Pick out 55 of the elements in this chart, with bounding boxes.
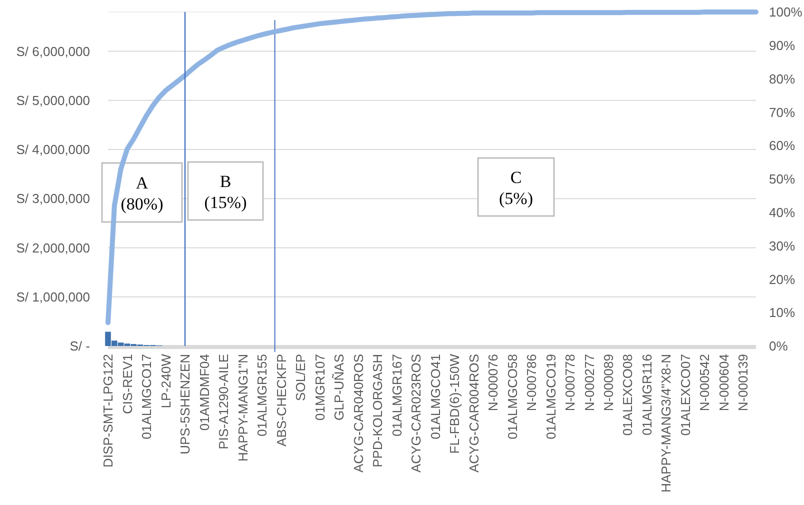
y2-tick-label: 30% <box>769 238 796 254</box>
x-tick-label: ACYG-CAR040ROS <box>350 354 366 472</box>
y-tick-label: S/ 3,000,000 <box>16 191 90 206</box>
y2-tick-label: 100% <box>769 4 803 20</box>
x-tick-label: 01ALEXCO08 <box>620 354 636 436</box>
y2-tick-label: 90% <box>769 38 796 53</box>
annotation: C (5%) <box>499 168 533 208</box>
y2-tick-label: 20% <box>769 272 796 287</box>
y2-tick-label: 60% <box>769 138 796 154</box>
x-tick-label: HAPPY-MANG3/4"X8-N <box>658 354 674 493</box>
x-tick-label: 01AMDMF04 <box>196 354 212 431</box>
annotation: A (80%) <box>120 174 164 214</box>
x-tick-label: ACYG-CAR004ROS <box>466 354 482 472</box>
y-tick-label: S/ 5,000,000 <box>16 92 90 108</box>
y-tick-label: S/ - <box>70 338 90 354</box>
y2-tick-label: 40% <box>769 204 796 220</box>
y2-tick-label: 80% <box>769 71 796 86</box>
y-tick-label: S/ 2,000,000 <box>16 240 90 256</box>
x-tick-label: UPS-5SHENZEN <box>178 354 193 454</box>
x-tick-label: 01ALMGCO41 <box>428 354 443 440</box>
x-tick-label: N-000277 <box>582 354 597 412</box>
x-tick-label: CIS-REV1 <box>120 354 135 414</box>
y2-tick-label: 70% <box>769 104 796 120</box>
x-tick-label: N-000786 <box>524 354 539 412</box>
x-tick-label: N-000778 <box>562 354 578 412</box>
annotation: B (15%) <box>204 172 247 212</box>
x-tick-label: GLP-UÑAS <box>332 354 347 420</box>
x-tick-label: DISP-SMT-LPG122 <box>100 354 116 468</box>
y2-tick-label: 0% <box>769 338 788 354</box>
x-tick-label: N-000604 <box>716 354 732 412</box>
x-tick-label: N-000139 <box>736 354 751 412</box>
x-tick-label: 01ALMGCO19 <box>543 354 558 440</box>
x-tick-label: N-000542 <box>697 354 712 412</box>
y-tick-label: S/ 6,000,000 <box>16 44 90 59</box>
x-tick-label: PPD-KOLORGASH <box>370 354 386 468</box>
x-tick-label: 01ALMGCO58 <box>504 354 520 440</box>
x-tick-label: N-000076 <box>486 354 500 412</box>
x-tick-label: HAPPY-MANG1"N <box>235 354 250 462</box>
x-tick-label: 01ALMGCO17 <box>139 354 154 440</box>
x-tick-label: 01ALMGR155 <box>254 354 270 436</box>
x-tick-label: 01ALEXCO07 <box>678 354 693 436</box>
x-tick-label: PIS-A1290-AILE <box>216 354 232 450</box>
y-tick-label: S/ 4,000,000 <box>16 142 90 158</box>
x-tick-label: 01ALMGR116 <box>639 354 654 436</box>
x-tick-label: 01MGR107 <box>312 354 328 420</box>
x-tick-label: LP-240W <box>158 353 174 408</box>
x-tick-label: FL-FBD(6)-150W <box>447 353 462 454</box>
x-tick-label: ACYG-CAR023ROS <box>408 354 424 472</box>
y-tick-label: S/ 1,000,000 <box>16 289 90 304</box>
x-tick-label: 01ALMGR167 <box>389 354 404 436</box>
x-tick-label: ABS-CHECKFP <box>274 354 289 446</box>
x-tick-label: SOL/EP <box>293 354 308 401</box>
y2-tick-label: 50% <box>769 172 796 187</box>
x-tick-label: N-000089 <box>600 354 616 412</box>
y2-tick-label: 10% <box>769 305 796 320</box>
